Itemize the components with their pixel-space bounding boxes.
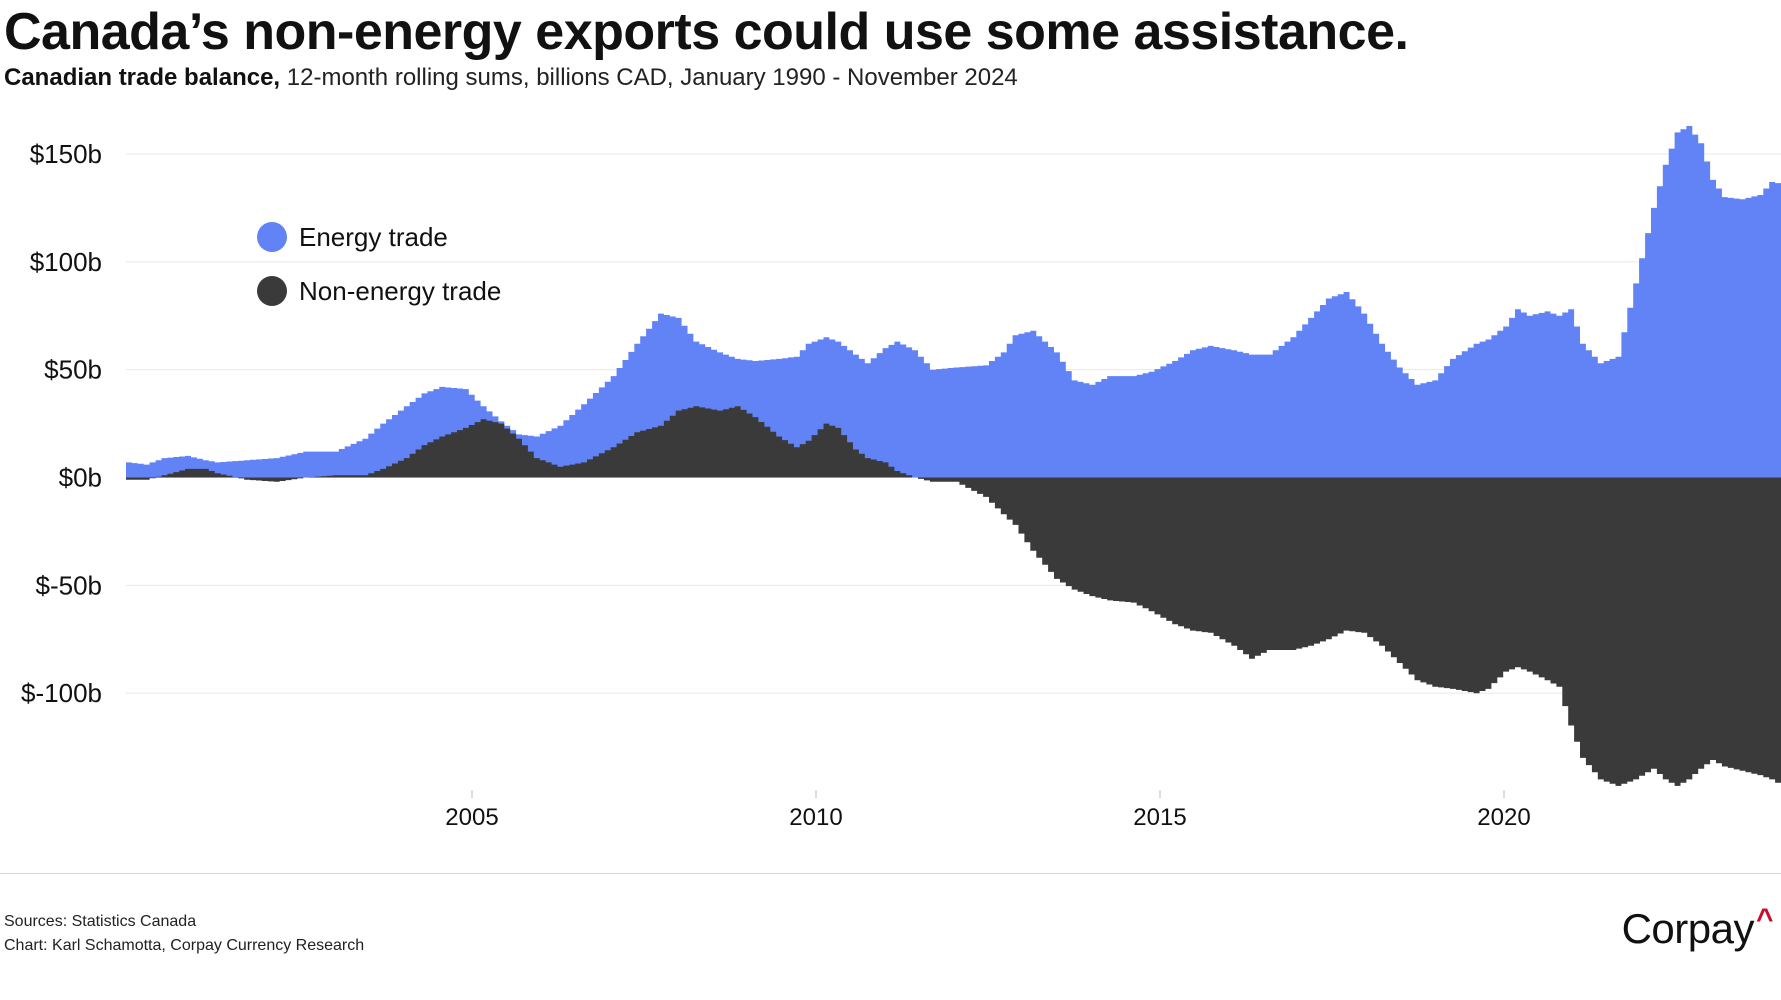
y-tick-label: $-50b <box>36 570 103 600</box>
y-tick-label: $100b <box>30 247 102 277</box>
credit-line: Chart: Karl Schamotta, Corpay Currency R… <box>4 937 365 954</box>
legend-label-non-energy: Non-energy trade <box>299 276 501 306</box>
legend-label-energy: Energy trade <box>299 222 448 252</box>
y-tick-label: $50b <box>44 355 102 385</box>
corpay-logo: Corpay^ <box>1621 903 1774 953</box>
logo-caret-icon: ^ <box>1755 903 1774 936</box>
legend-swatch-energy <box>257 222 287 252</box>
y-axis-ticks: $150b $100b $50b $0b $-50b $-100b <box>21 139 102 708</box>
subtitle-rest: 12-month rolling sums, billions CAD, Jan… <box>280 64 1018 91</box>
x-tick-label: 2015 <box>1133 804 1186 831</box>
footer-sources: Sources: Statistics Canada Chart: Karl S… <box>4 910 364 958</box>
trade-balance-chart: $150b $100b $50b $0b $-50b $-100b 2005 2010 201… <box>21 126 1781 831</box>
subtitle-bold: Canadian trade balance, <box>4 64 281 91</box>
x-tick-label: 2005 <box>445 804 498 831</box>
non-energy-trade-area <box>126 406 1781 786</box>
x-axis-ticks: 2005 2010 2015 2020 <box>445 790 1531 831</box>
legend-swatch-non-energy <box>257 276 287 306</box>
footer-divider <box>0 873 1781 874</box>
x-tick-label: 2020 <box>1477 804 1530 831</box>
chart-title: Canada’s non-energy exports could use so… <box>4 3 1409 61</box>
y-tick-label: $0b <box>59 463 102 493</box>
chart-subtitle: Canadian trade balance, 12-month rolling… <box>4 64 1018 92</box>
y-tick-label: $150b <box>30 139 102 169</box>
legend: Energy trade Non-energy trade <box>257 222 501 306</box>
x-tick-label: 2010 <box>789 804 842 831</box>
y-tick-label: $-100b <box>21 678 102 708</box>
logo-text: Corpay <box>1621 905 1755 952</box>
energy-trade-area <box>126 126 1781 478</box>
sources-line: Sources: Statistics Canada <box>4 913 197 930</box>
